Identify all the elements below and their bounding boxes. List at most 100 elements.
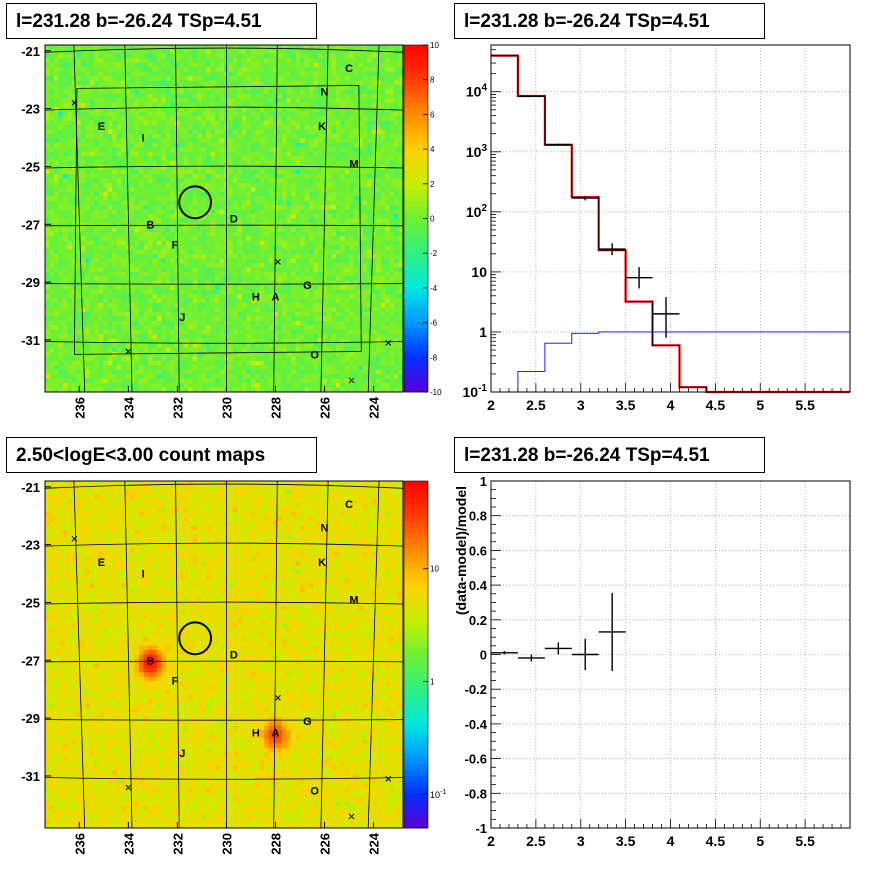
tl-heat-pixel — [80, 191, 86, 197]
tl-heat-pixel — [273, 125, 279, 130]
tl-heat-pixel — [53, 316, 59, 322]
tl-heat-pixel — [130, 245, 135, 250]
tl-heat-pixel — [71, 102, 77, 108]
tl-heat-pixel — [206, 249, 211, 255]
tl-heat-pixel — [179, 240, 185, 246]
tl-heat-pixel — [89, 271, 95, 277]
tl-heat-pixel — [344, 254, 350, 259]
tl-heat-pixel — [67, 182, 73, 188]
tl-heat-pixel — [286, 160, 292, 166]
tl-heat-pixel — [385, 98, 390, 104]
tl-heat-pixel — [76, 62, 82, 68]
tl-heat-pixel — [309, 76, 314, 81]
tl-heat-pixel — [210, 174, 216, 179]
tl-heat-pixel — [130, 76, 135, 81]
tl-heat-pixel — [255, 129, 261, 135]
tl-heat-pixel — [107, 174, 113, 179]
tl-heat-pixel — [371, 151, 377, 157]
tl-heat-pixel — [340, 298, 346, 304]
tl-heat-pixel — [309, 53, 314, 59]
tl-heat-pixel — [89, 303, 95, 308]
tl-heat-pixel — [134, 129, 140, 135]
tl-heat-pixel — [371, 129, 377, 135]
tl-heat-pixel — [98, 89, 104, 95]
tl-heat-pixel — [255, 71, 261, 77]
tl-heat-pixel — [45, 249, 50, 255]
tl-heat-pixel — [228, 218, 234, 224]
tl-heat-pixel — [237, 160, 243, 166]
tl-heat-pixel — [309, 120, 314, 126]
tl-heat-pixel — [67, 307, 73, 313]
tl-heat-pixel — [331, 200, 337, 206]
tl-heat-pixel — [362, 245, 368, 250]
tl-heat-pixel — [210, 151, 216, 157]
tl-heat-pixel — [309, 205, 314, 210]
tl-heat-pixel — [309, 196, 314, 202]
tl-heat-pixel — [349, 214, 355, 219]
tl-heat-pixel — [215, 76, 220, 81]
tl-heat-pixel — [201, 311, 207, 317]
tl-heat-pixel — [295, 165, 301, 170]
tl-heat-pixel — [89, 276, 95, 282]
tl-heat-pixel — [300, 120, 305, 126]
tl-heat-pixel — [340, 231, 346, 237]
tl-heat-pixel — [264, 142, 270, 148]
tl-heat-pixel — [116, 307, 122, 313]
tl-heat-pixel — [49, 249, 55, 255]
tl-heat-pixel — [49, 76, 55, 81]
tl-heat-pixel — [125, 276, 131, 282]
tl-heat-pixel — [125, 258, 131, 264]
tl-heat-pixel — [103, 289, 108, 295]
tl-heat-pixel — [112, 147, 117, 153]
tl-heat-pixel — [112, 289, 117, 295]
tl-heat-pixel — [322, 71, 328, 77]
tl-heat-pixel — [201, 151, 207, 157]
tl-heat-pixel — [376, 236, 381, 242]
tl-heat-pixel — [322, 174, 328, 179]
tl-heat-pixel — [300, 107, 305, 113]
tl-heat-pixel — [134, 178, 140, 184]
tl-heat-pixel — [143, 276, 149, 282]
tl-heat-pixel — [112, 156, 117, 162]
tl-heat-pixel — [206, 227, 211, 233]
tl-heat-pixel — [300, 76, 305, 81]
tl-heat-pixel — [246, 276, 252, 282]
tl-heat-pixel — [156, 45, 162, 50]
tl-heat-pixel — [130, 236, 135, 242]
tl-heat-pixel — [228, 151, 234, 157]
tl-heat-pixel — [130, 298, 135, 304]
tl-heat-pixel — [161, 174, 167, 179]
tl-heat-pixel — [197, 231, 202, 237]
tl-heat-pixel — [165, 285, 171, 291]
tl-heat-pixel — [165, 169, 171, 175]
tl-heat-pixel — [116, 133, 122, 139]
tl-heat-pixel — [62, 298, 68, 304]
tl-heat-pixel — [313, 49, 319, 55]
tl-heat-pixel — [188, 107, 194, 113]
tl-heat-pixel — [45, 311, 50, 317]
tl-heat-pixel — [344, 62, 350, 68]
tl-heat-pixel — [300, 133, 305, 139]
tl-heat-pixel — [98, 294, 104, 299]
tl-heat-pixel — [67, 45, 73, 50]
tl-heat-pixel — [188, 93, 194, 99]
tl-heat-pixel — [71, 191, 77, 197]
tl-heat-pixel — [286, 249, 292, 255]
tl-heat-pixel — [183, 245, 189, 250]
tl-heat-pixel — [161, 53, 167, 59]
tl-heat-pixel — [335, 45, 341, 50]
tl-heat-pixel — [268, 182, 274, 188]
tl-heat-pixel — [380, 160, 386, 166]
tl-heat-pixel — [112, 89, 117, 95]
tl-heat-pixel — [232, 125, 238, 130]
tl-heat-pixel — [241, 205, 247, 210]
tl-heat-pixel — [89, 205, 95, 210]
tl-heat-pixel — [300, 200, 305, 206]
tl-heat-pixel — [353, 182, 359, 188]
tl-heat-pixel — [228, 62, 234, 68]
tl-heat-pixel — [232, 200, 238, 206]
tl-heat-pixel — [206, 138, 211, 144]
tl-heat-pixel — [317, 98, 323, 104]
tl-heat-pixel — [121, 89, 126, 95]
tl-heat-pixel — [380, 156, 386, 162]
